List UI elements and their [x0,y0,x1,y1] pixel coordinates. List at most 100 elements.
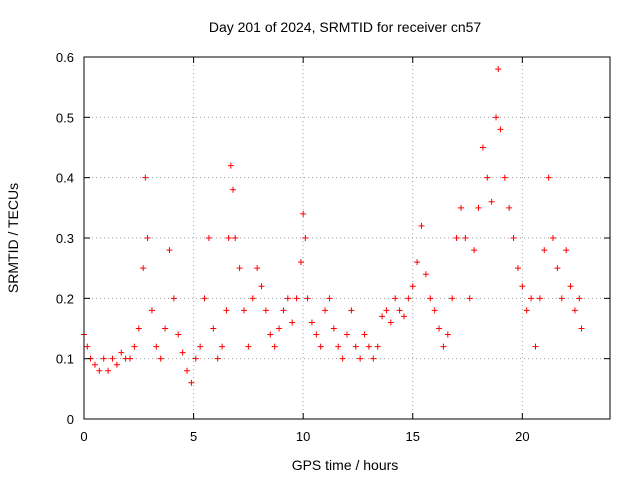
data-point [184,367,191,374]
data-point [249,295,256,302]
data-point [431,307,438,314]
data-point [558,295,565,302]
data-point [91,361,98,368]
data-point [409,283,416,290]
data-point [414,259,421,266]
data-point [297,259,304,266]
data-point [240,307,247,314]
data-point [201,295,208,302]
data-point [523,307,530,314]
data-point [230,186,237,193]
y-tick-label: 0.1 [56,352,74,367]
grid [84,57,610,419]
x-axis-label: GPS time / hours [292,457,399,473]
data-point [383,307,390,314]
data-point [352,343,359,350]
data-point [528,295,535,302]
data-point [578,325,585,332]
data-point [100,355,107,362]
data-point [444,331,451,338]
data-point [113,361,120,368]
data-point [379,313,386,320]
data-point [370,355,377,362]
data-point [326,295,333,302]
data-point [339,355,346,362]
data-point [96,367,103,374]
data-point [453,235,460,241]
data-point [532,343,539,350]
data-point [179,349,186,356]
data-point [284,295,291,302]
y-tick-label: 0 [67,412,74,427]
plot-frame [83,56,611,420]
data-point [576,295,583,302]
data-point [365,343,372,350]
data-point [166,247,173,254]
data-point [109,355,116,362]
data-point [387,319,394,326]
y-axis-label: SRMTID / TECUs [5,183,21,293]
x-tick-label: 0 [80,429,87,444]
data-point [153,343,160,350]
data-point [361,331,368,338]
data-point [232,235,239,241]
data-point [457,204,464,211]
data-point [308,319,315,326]
data-point [175,331,182,338]
data-point [271,343,278,350]
data-point [374,343,381,350]
data-point [197,343,204,350]
data-point [396,307,403,314]
data-point [344,331,350,338]
data-point [214,355,221,362]
data-point [258,283,265,290]
x-tick-label: 5 [190,429,197,444]
y-tick-label: 0.3 [56,231,74,246]
data-point [254,265,261,272]
data-point [436,325,443,332]
data-point [223,307,230,314]
x-tick-label: 10 [296,429,310,444]
data-point [236,265,243,272]
data-point [276,325,283,332]
data-point [554,265,561,272]
data-point [313,331,320,338]
data-point [335,343,342,350]
data-point [157,355,164,362]
data-point [392,295,399,302]
data-point [493,114,500,121]
data-point [188,379,195,386]
data-point [280,307,287,314]
data-point [105,367,112,374]
data-point [427,295,434,302]
data-point [131,343,138,350]
axis-ticks: 0 0.1 0.2 0.3 0.4 0.5 0.6 0 5 10 15 20 [56,50,610,444]
data-point [170,295,177,302]
data-point [144,235,151,241]
y-tick-label: 0.5 [56,110,74,125]
data-point [225,235,232,241]
y-tick-label: 0.4 [56,171,74,186]
data-point [192,355,199,362]
chart-title: Day 201 of 2024, SRMTID for receiver cn5… [209,19,482,35]
data-point [357,355,364,362]
data-point [205,235,212,241]
data-point [304,295,311,302]
data-point [488,198,495,205]
data-point [422,271,429,278]
data-points [81,66,585,386]
data-point [449,295,456,302]
data-point [219,343,226,350]
data-point [475,204,482,211]
data-point [118,349,125,356]
x-tick-label: 15 [406,429,420,444]
data-point [418,222,425,229]
data-point [571,307,578,314]
data-point [466,295,473,302]
data-point [84,343,91,350]
data-point [479,144,486,151]
x-tick-label: 20 [515,429,529,444]
data-point [148,307,155,314]
data-point [536,295,543,302]
